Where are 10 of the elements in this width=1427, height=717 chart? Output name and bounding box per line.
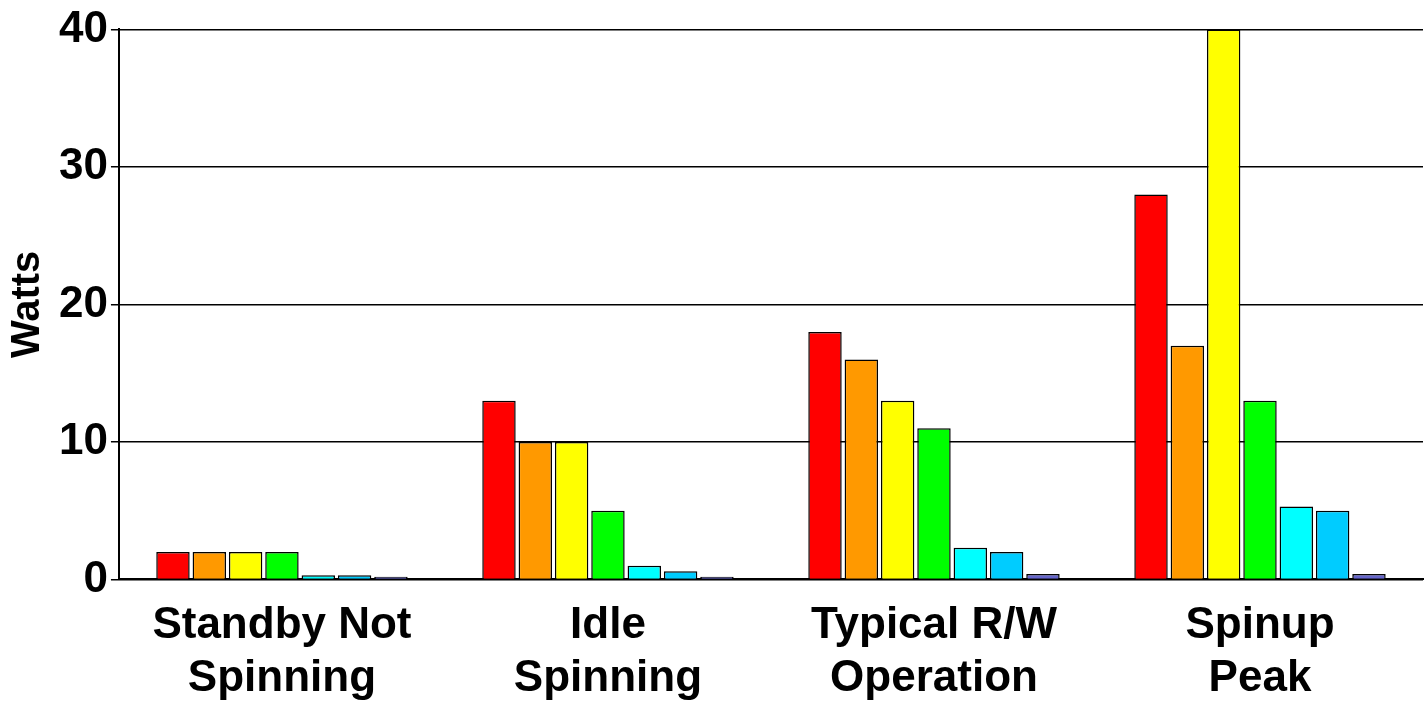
- y-tick-label: 0: [83, 551, 108, 601]
- y-axis-title: Watts: [3, 250, 48, 359]
- y-tick-label: 30: [58, 139, 108, 189]
- x-tick-label: Standby Not Spinning: [152, 597, 412, 700]
- y-tick-label: 40: [58, 1, 108, 51]
- y-tick-label: 20: [58, 276, 108, 326]
- y-tick-label: 10: [58, 414, 108, 464]
- x-tick-label: Typical R/W Operation: [810, 597, 1058, 700]
- x-tick-label: Idle Spinning: [513, 597, 703, 700]
- x-tick-label: Spinup Peak: [1185, 597, 1335, 700]
